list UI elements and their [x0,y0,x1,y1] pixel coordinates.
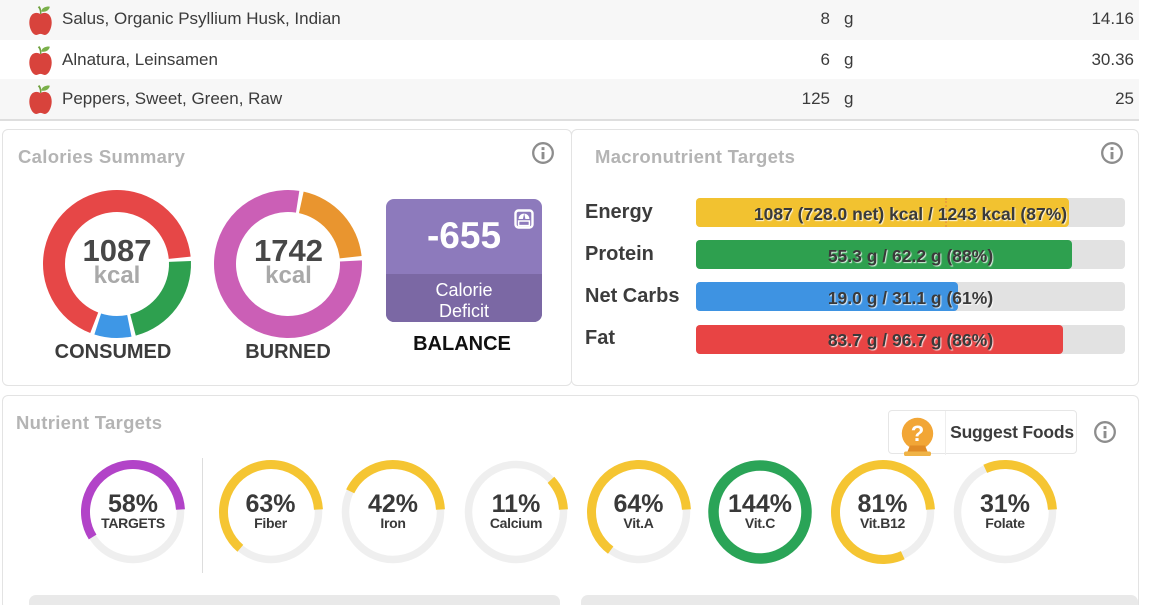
svg-text:?: ? [911,421,924,446]
